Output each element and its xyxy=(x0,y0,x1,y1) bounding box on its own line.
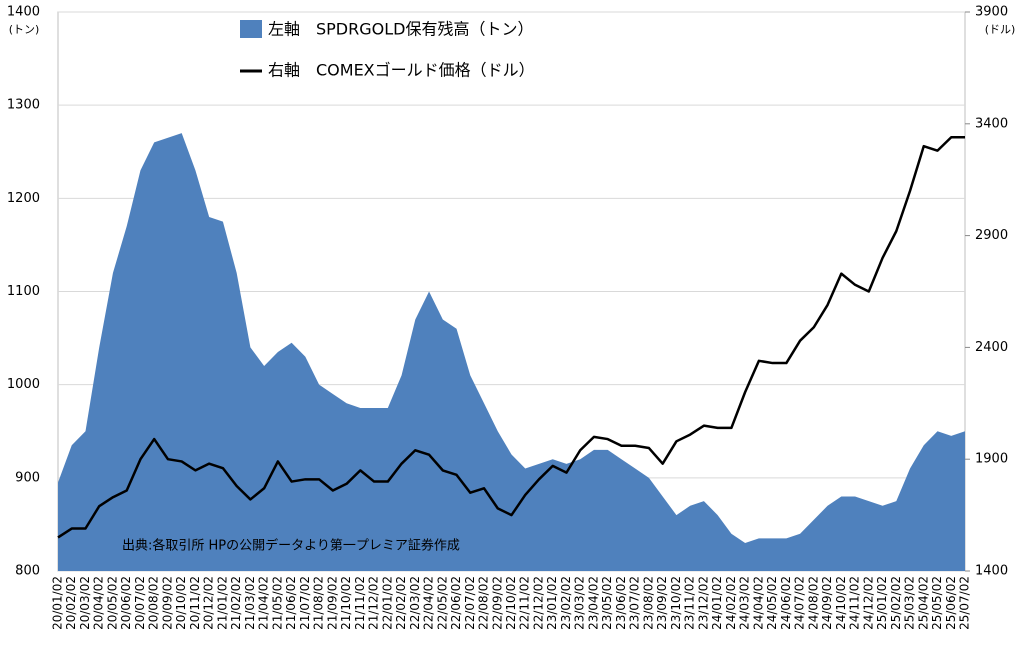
x-tick-label: 20/11/02 xyxy=(188,576,202,630)
x-tick-label: 21/09/02 xyxy=(325,576,339,630)
x-tick-label: 24/01/02 xyxy=(710,576,724,630)
x-tick-label: 20/02/02 xyxy=(64,576,78,630)
x-tick-label: 25/05/02 xyxy=(930,576,944,630)
x-tick-label: 24/11/02 xyxy=(848,576,862,630)
x-tick-label: 21/06/02 xyxy=(284,576,298,630)
x-tick-label: 23/10/02 xyxy=(669,576,683,630)
x-tick-label: 24/10/02 xyxy=(834,576,848,630)
y2-tick-label: 3400 xyxy=(975,116,1008,131)
x-tick-label: 24/07/02 xyxy=(793,576,807,630)
y-tick-label: 1300 xyxy=(7,98,40,113)
x-tick-label: 20/08/02 xyxy=(147,576,161,630)
x-tick-label: 22/09/02 xyxy=(490,576,504,630)
y-tick-label: 800 xyxy=(15,564,40,579)
x-tick-label: 22/03/02 xyxy=(408,576,422,630)
x-tick-label: 20/05/02 xyxy=(105,576,119,630)
y-tick-label: 1100 xyxy=(7,284,40,299)
x-tick-label: 24/02/02 xyxy=(724,576,738,630)
x-tick-label: 25/01/02 xyxy=(875,576,889,630)
y-tick-label: 900 xyxy=(15,470,40,485)
x-tick-label: 23/05/02 xyxy=(600,576,614,630)
x-tick-label: 24/08/02 xyxy=(806,576,820,630)
x-tick-label: 21/04/02 xyxy=(257,576,271,630)
x-tick-label: 21/10/02 xyxy=(339,576,353,630)
y2-tick-label: 2900 xyxy=(975,228,1008,243)
x-tick-label: 23/08/02 xyxy=(641,576,655,630)
x-tick-label: 23/04/02 xyxy=(586,576,600,630)
y2-tick-label: 3900 xyxy=(975,5,1008,20)
x-tick-label: 22/02/02 xyxy=(394,576,408,630)
x-tick-label: 22/10/02 xyxy=(504,576,518,630)
x-tick-label: 21/02/02 xyxy=(229,576,243,630)
x-tick-label: 22/05/02 xyxy=(435,576,449,630)
x-tick-label: 25/04/02 xyxy=(916,576,930,630)
x-tick-label: 22/07/02 xyxy=(463,576,477,630)
x-tick-label: 20/09/02 xyxy=(160,576,174,630)
x-tick-label: 23/09/02 xyxy=(655,576,669,630)
x-tick-label: 23/01/02 xyxy=(545,576,559,630)
x-tick-label: 21/11/02 xyxy=(353,576,367,630)
x-tick-label: 21/12/02 xyxy=(367,576,381,630)
legend-swatch xyxy=(240,20,262,38)
x-tick-label: 23/07/02 xyxy=(628,576,642,630)
y2-tick-label: 1900 xyxy=(975,452,1008,467)
x-tick-label: 22/11/02 xyxy=(518,576,532,630)
x-tick-label: 24/05/02 xyxy=(765,576,779,630)
x-tick-label: 23/12/02 xyxy=(696,576,710,630)
x-tick-label: 22/12/02 xyxy=(531,576,545,630)
area xyxy=(58,133,965,571)
y-axis-label: (トン) xyxy=(9,23,40,36)
x-tick-label: 22/01/02 xyxy=(380,576,394,630)
x-tick-label: 20/06/02 xyxy=(119,576,133,630)
x-tick-label: 23/02/02 xyxy=(559,576,573,630)
x-tick-label: 20/12/02 xyxy=(202,576,216,630)
x-tick-label: 21/07/02 xyxy=(298,576,312,630)
x-tick-label: 21/08/02 xyxy=(312,576,326,630)
annotation: 出典:各取引所 HPの公開データより第一プレミア証券作成 xyxy=(122,538,460,554)
x-tick-label: 24/04/02 xyxy=(751,576,765,630)
legend-label: 右軸 COMEXゴールド価格（ドル） xyxy=(268,61,535,80)
x-tick-label: 25/03/02 xyxy=(903,576,917,630)
x-tick-label: 20/03/02 xyxy=(78,576,92,630)
x-tick-label: 24/03/02 xyxy=(738,576,752,630)
legend-label: 左軸 SPDRGOLD保有残高（トン） xyxy=(268,20,533,39)
line xyxy=(57,135,965,539)
x-tick-label: 20/01/02 xyxy=(51,576,65,630)
y2-axis-label: (ドル) xyxy=(985,23,1016,36)
x-tick-label: 20/10/02 xyxy=(174,576,188,630)
x-tick-label: 20/04/02 xyxy=(92,576,106,630)
x-tick-label: 24/06/02 xyxy=(779,576,793,630)
x-tick-label: 24/09/02 xyxy=(820,576,834,630)
y2-tick-label: 2400 xyxy=(975,340,1008,355)
x-tick-label: 23/11/02 xyxy=(683,576,697,630)
x-tick-label: 22/06/02 xyxy=(449,576,463,630)
x-tick-label: 23/03/02 xyxy=(573,576,587,630)
x-tick-label: 21/03/02 xyxy=(243,576,257,630)
y-tick-label: 1000 xyxy=(7,377,40,392)
x-tick-label: 23/06/02 xyxy=(614,576,628,630)
x-tick-label: 25/07/02 xyxy=(958,576,972,630)
x-tick-label: 20/07/02 xyxy=(133,576,147,630)
x-tick-label: 22/04/02 xyxy=(422,576,436,630)
y2-tick-label: 1400 xyxy=(975,564,1008,579)
y-tick-label: 1400 xyxy=(7,5,40,20)
x-tick-label: 21/05/02 xyxy=(270,576,284,630)
x-tick-label: 21/01/02 xyxy=(215,576,229,630)
x-tick-label: 22/08/02 xyxy=(477,576,491,630)
x-tick-label: 25/02/02 xyxy=(889,576,903,630)
x-tick-label: 24/12/02 xyxy=(861,576,875,630)
y-tick-label: 1200 xyxy=(7,191,40,206)
x-tick-label: 25/06/02 xyxy=(944,576,958,630)
